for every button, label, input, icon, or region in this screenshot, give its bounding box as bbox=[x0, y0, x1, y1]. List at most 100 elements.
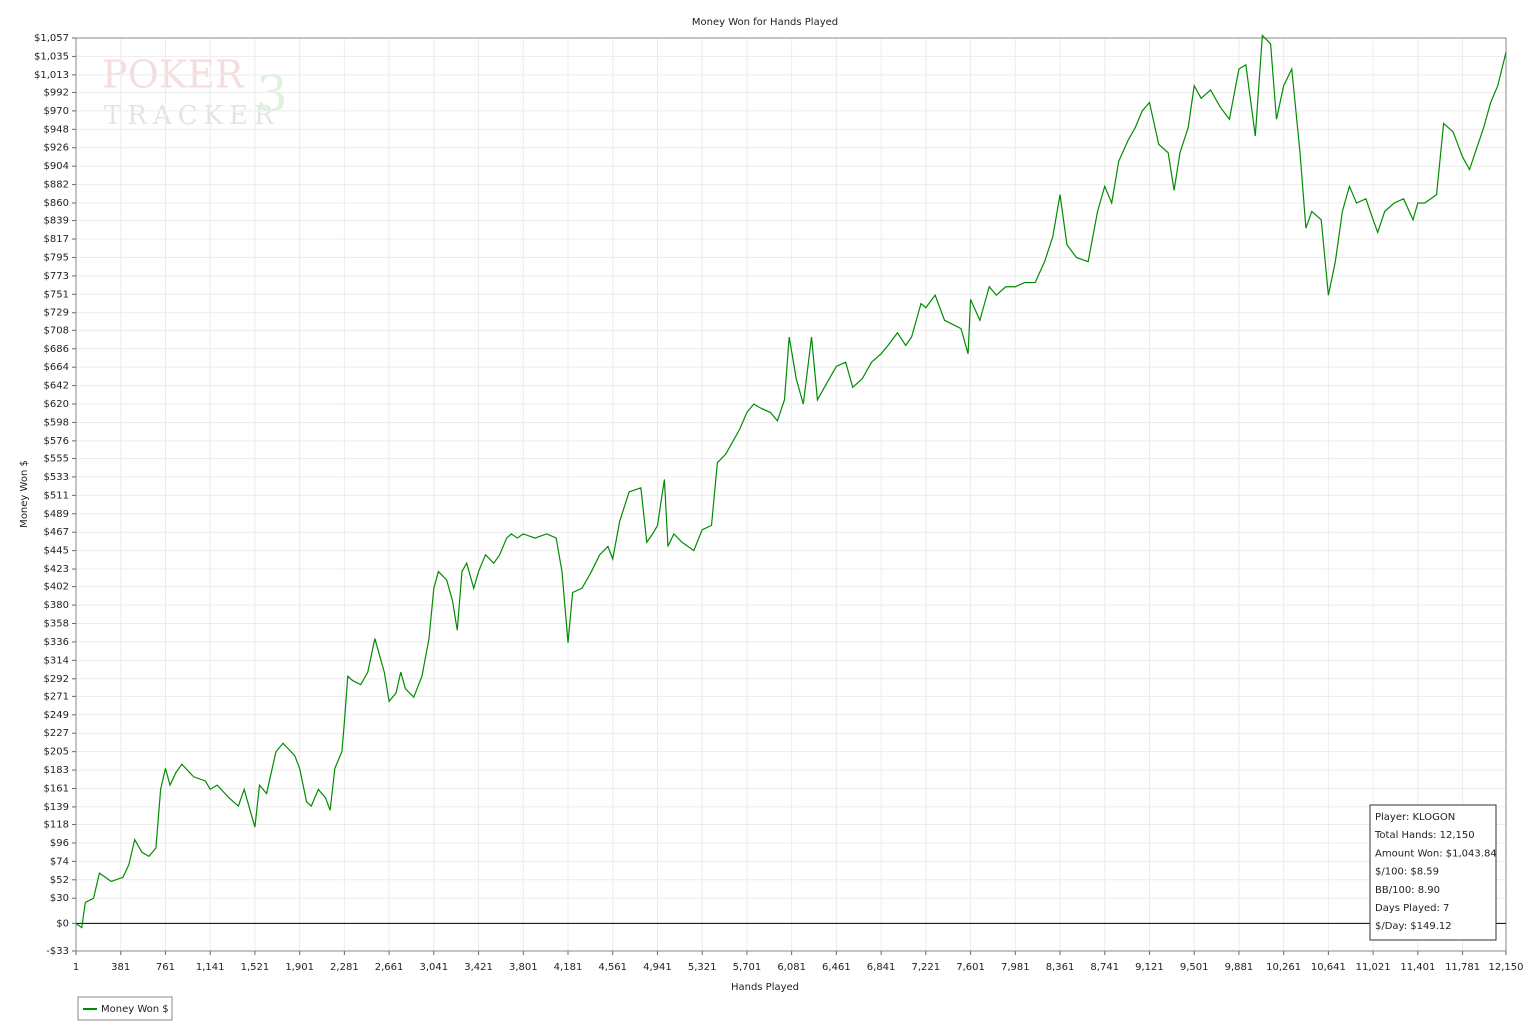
y-tick-label: $686 bbox=[44, 344, 69, 355]
y-tick-label: $860 bbox=[44, 198, 69, 209]
x-tick-label: 11,781 bbox=[1445, 962, 1480, 973]
x-tick-label: 10,641 bbox=[1311, 962, 1346, 973]
y-tick-label: $205 bbox=[44, 747, 69, 758]
x-tick-label: 1,141 bbox=[196, 962, 225, 973]
y-tick-label: $817 bbox=[44, 234, 69, 245]
x-tick-label: 7,221 bbox=[912, 962, 941, 973]
y-tick-label: $227 bbox=[44, 728, 69, 739]
y-tick-label: $1,035 bbox=[34, 51, 69, 62]
x-tick-label: 761 bbox=[156, 962, 175, 973]
x-tick-label: 6,841 bbox=[867, 962, 896, 973]
y-tick-label: $292 bbox=[44, 674, 69, 685]
x-tick-label: 6,461 bbox=[822, 962, 851, 973]
stats-box: Player: KLOGON Total Hands: 12,150 Amount … bbox=[1369, 804, 1497, 941]
y-tick-label: $839 bbox=[44, 216, 69, 227]
y-tick-label: $118 bbox=[44, 820, 69, 831]
chart-title: Money Won for Hands Played bbox=[692, 17, 838, 28]
y-tick-label: $336 bbox=[44, 637, 69, 648]
logo-text: 3 bbox=[256, 65, 288, 123]
y-tick-label: $555 bbox=[44, 453, 69, 464]
y-tick-label: $161 bbox=[44, 784, 69, 795]
y-tick-label: $664 bbox=[44, 362, 69, 373]
y-tick-label: $926 bbox=[44, 143, 69, 154]
legend-label: Money Won $ bbox=[101, 1004, 169, 1015]
x-tick-label: 9,501 bbox=[1180, 962, 1209, 973]
x-tick-label: 5,701 bbox=[733, 962, 762, 973]
x-tick-label: 8,741 bbox=[1090, 962, 1119, 973]
stats-line: $/Day: $149.12 bbox=[1375, 921, 1452, 932]
x-tick-label: 6,081 bbox=[777, 962, 806, 973]
x-tick-label: 3,801 bbox=[509, 962, 538, 973]
y-tick-label: $402 bbox=[44, 582, 69, 593]
plot-frame bbox=[75, 37, 1507, 952]
stats-line: BB/100: 8.90 bbox=[1375, 885, 1440, 896]
y-tick-label: -$33 bbox=[46, 946, 69, 957]
stats-frame bbox=[1369, 804, 1497, 941]
x-tick-label: 12,150 bbox=[1489, 962, 1524, 973]
x-tick-label: 1 bbox=[73, 962, 79, 973]
y-tick-label: $795 bbox=[44, 252, 69, 263]
stats-line: Amount Won: $1,043.84 bbox=[1375, 848, 1497, 859]
y-tick-label: $1,057 bbox=[34, 33, 69, 44]
y-tick-label: $358 bbox=[44, 618, 69, 629]
y-tick-label: $52 bbox=[50, 875, 69, 886]
y-tick-label: $729 bbox=[44, 308, 69, 319]
y-tick-label: $423 bbox=[44, 564, 69, 575]
y-tick-label: $467 bbox=[44, 527, 69, 538]
y-axis-label: Money Won $ bbox=[19, 460, 30, 528]
y-tick-label: $1,013 bbox=[34, 70, 69, 81]
y-tick-label: $30 bbox=[50, 893, 69, 904]
x-tick-label: 2,281 bbox=[330, 962, 359, 973]
y-tick-label: $74 bbox=[50, 856, 69, 867]
y-tick-label: $183 bbox=[44, 765, 69, 776]
y-tick-label: $708 bbox=[44, 325, 69, 336]
x-tick-label: 4,181 bbox=[554, 962, 583, 973]
y-tick-label: $904 bbox=[44, 161, 69, 172]
stats-line: $/100: $8.59 bbox=[1375, 867, 1439, 878]
x-tick-label: 8,361 bbox=[1046, 962, 1075, 973]
y-tick-label: $576 bbox=[44, 436, 69, 447]
y-tick-label: $511 bbox=[44, 490, 69, 501]
logo: POKER TRACKER 3 bbox=[102, 53, 288, 132]
x-tick-label: 1,521 bbox=[241, 962, 270, 973]
y-tick-label: $970 bbox=[44, 106, 69, 117]
y-tick-label: $314 bbox=[44, 655, 69, 666]
x-tick-label: 11,401 bbox=[1400, 962, 1435, 973]
y-tick-label: $0 bbox=[56, 918, 69, 929]
x-tick-label: 3,421 bbox=[464, 962, 493, 973]
y-tick-label: $249 bbox=[44, 710, 69, 721]
x-tick-label: 9,121 bbox=[1135, 962, 1164, 973]
y-tick-label: $598 bbox=[44, 417, 69, 428]
legend: Money Won $ bbox=[77, 996, 173, 1021]
x-tick-label: 4,561 bbox=[598, 962, 627, 973]
y-tick-label: $751 bbox=[44, 289, 69, 300]
x-tick-label: 381 bbox=[111, 962, 130, 973]
x-tick-label: 10,261 bbox=[1266, 962, 1301, 973]
x-tick-label: 3,041 bbox=[420, 962, 449, 973]
x-tick-label: 7,601 bbox=[956, 962, 985, 973]
y-tick-label: $620 bbox=[44, 399, 69, 410]
stats-line: Days Played: 7 bbox=[1375, 903, 1449, 914]
y-tick-label: $445 bbox=[44, 546, 69, 557]
y-tick-label: $271 bbox=[44, 691, 69, 702]
y-tick-label: $96 bbox=[50, 838, 69, 849]
y-tick-label: $773 bbox=[44, 271, 69, 282]
legend-frame bbox=[77, 996, 173, 1021]
y-tick-label: $642 bbox=[44, 381, 69, 392]
y-tick-label: $380 bbox=[44, 600, 69, 611]
x-tick-label: 5,321 bbox=[688, 962, 717, 973]
y-tick-label: $882 bbox=[44, 180, 69, 191]
x-tick-label: 11,021 bbox=[1356, 962, 1391, 973]
stats-line: Player: KLOGON bbox=[1375, 812, 1455, 823]
x-tick-label: 2,661 bbox=[375, 962, 404, 973]
y-tick-label: $948 bbox=[44, 124, 69, 135]
x-axis-label: Hands Played bbox=[731, 982, 799, 993]
x-tick-label: 4,941 bbox=[643, 962, 672, 973]
x-tick-label: 1,901 bbox=[285, 962, 314, 973]
y-tick-label: $992 bbox=[44, 87, 69, 98]
y-tick-label: $533 bbox=[44, 472, 69, 483]
logo-text: TRACKER bbox=[104, 101, 280, 131]
stats-line: Total Hands: 12,150 bbox=[1374, 830, 1475, 841]
